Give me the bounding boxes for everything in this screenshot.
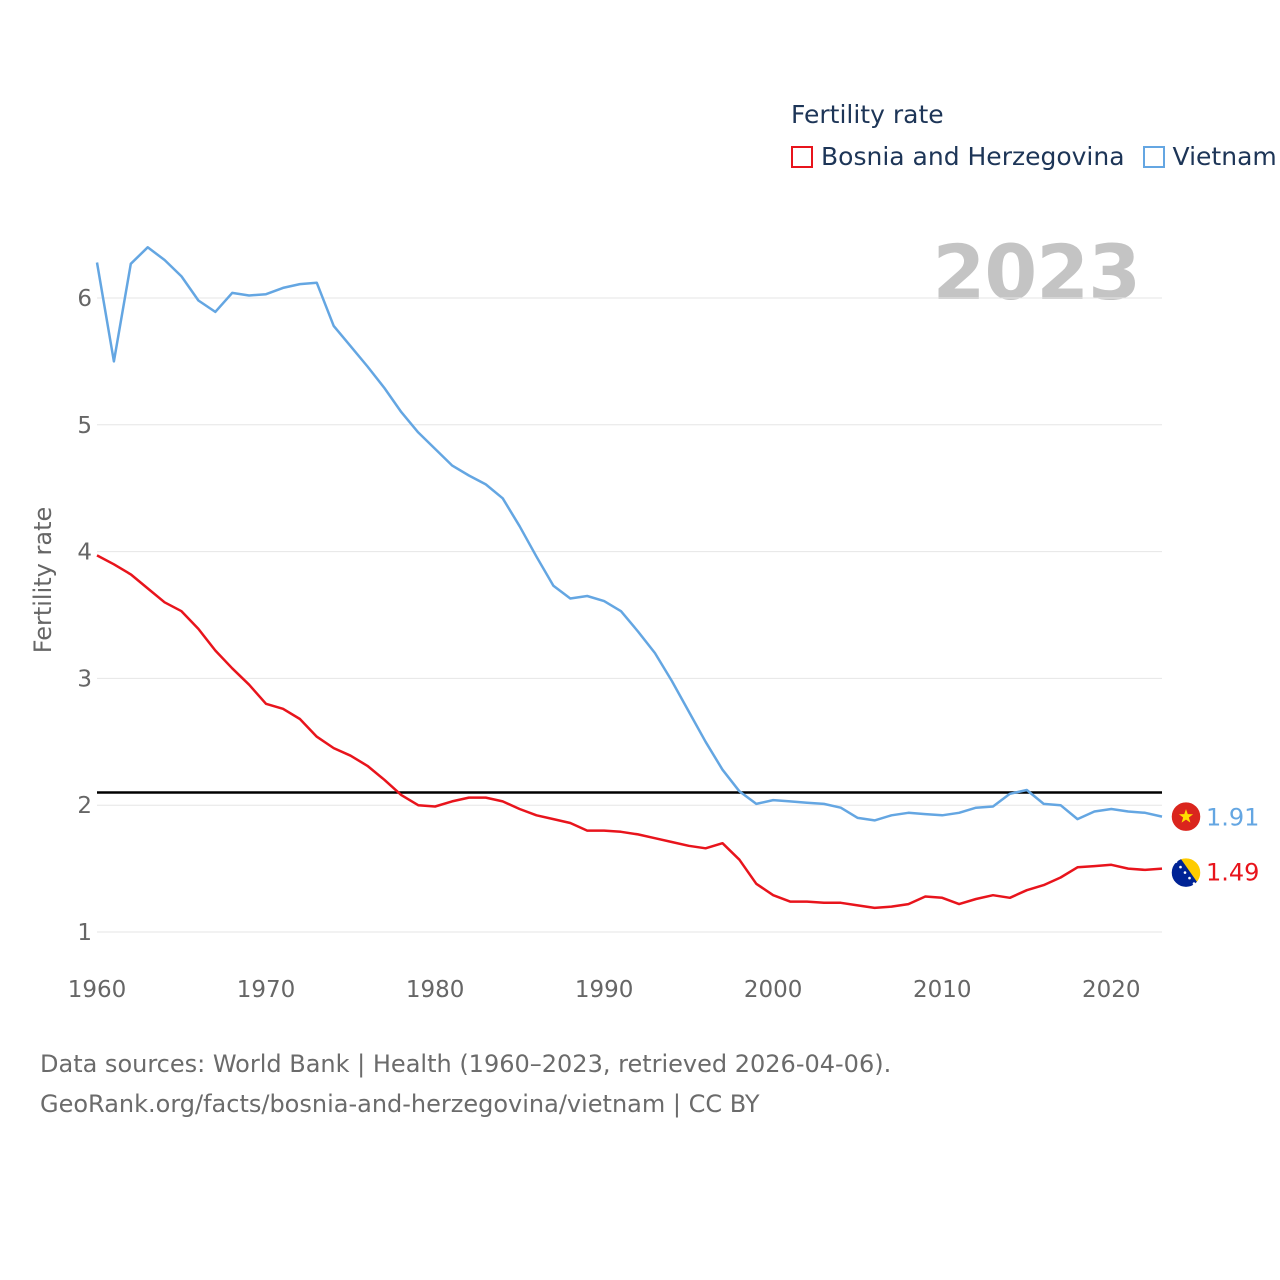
y-tick-label: 5 — [77, 413, 92, 439]
x-axis-ticks: 1960 1970 1980 1990 2000 2010 2020 — [68, 977, 1141, 1003]
y-tick-label: 3 — [77, 666, 92, 692]
x-tick-label: 1980 — [406, 977, 465, 1003]
legend-swatch-vietnam — [1142, 145, 1165, 168]
end-markers: 1.91 1.49 — [1170, 800, 1259, 889]
bosnia-flag-icon — [1170, 856, 1202, 889]
y-axis-label: Fertility rate — [29, 507, 57, 654]
legend-title: Fertility rate — [791, 100, 944, 129]
footer: Data sources: World Bank | Health (1960–… — [40, 1044, 891, 1124]
data-sources-text: Data sources: World Bank | Health (1960–… — [40, 1050, 892, 1078]
grid-lines — [97, 297, 1162, 933]
bosnia-end-value: 1.49 — [1206, 859, 1259, 887]
legend: Bosnia and Herzegovina Vietnam — [791, 142, 1280, 171]
x-tick-label: 2020 — [1082, 977, 1141, 1003]
y-tick-label: 4 — [77, 540, 92, 566]
legend-label-bosnia: Bosnia and Herzegovina — [821, 142, 1125, 171]
y-tick-label: 1 — [77, 920, 92, 946]
legend-label-vietnam: Vietnam — [1172, 142, 1277, 171]
x-tick-label: 2010 — [913, 977, 972, 1003]
series-lines — [95, 246, 1163, 910]
legend-item-vietnam[interactable]: Vietnam — [1142, 142, 1277, 171]
source-url-text[interactable]: GeoRank.org/facts/bosnia-and-herzegovina… — [40, 1090, 760, 1118]
vietnam-end-value: 1.91 — [1206, 804, 1259, 832]
y-tick-label: 2 — [77, 793, 92, 819]
x-tick-label: 2000 — [744, 977, 803, 1003]
y-axis-ticks: 1 2 3 4 5 6 — [77, 286, 92, 946]
legend-item-bosnia[interactable]: Bosnia and Herzegovina — [791, 142, 1125, 171]
vietnam-flag-icon — [1170, 800, 1202, 833]
current-year-label: 2023 — [932, 228, 1141, 317]
series-line-vietnam[interactable] — [95, 246, 1163, 822]
series-line-bosnia[interactable] — [96, 554, 1163, 910]
x-tick-label: 1990 — [575, 977, 634, 1003]
x-tick-label: 1970 — [237, 977, 296, 1003]
x-tick-label: 1960 — [68, 977, 127, 1003]
legend-swatch-bosnia — [791, 145, 813, 168]
y-tick-label: 6 — [77, 286, 92, 312]
